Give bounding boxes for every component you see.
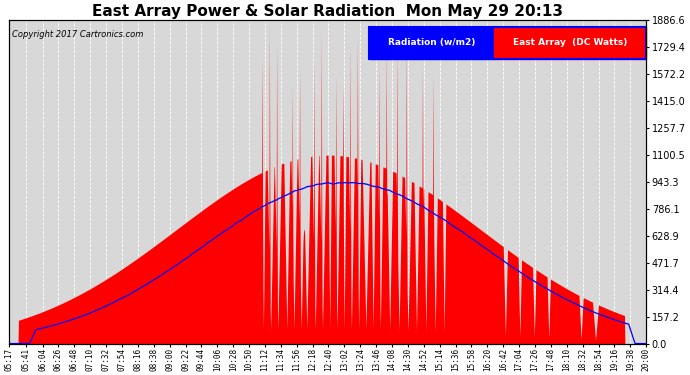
Text: Copyright 2017 Cartronics.com: Copyright 2017 Cartronics.com <box>12 30 144 39</box>
Title: East Array Power & Solar Radiation  Mon May 29 20:13: East Array Power & Solar Radiation Mon M… <box>92 4 563 19</box>
